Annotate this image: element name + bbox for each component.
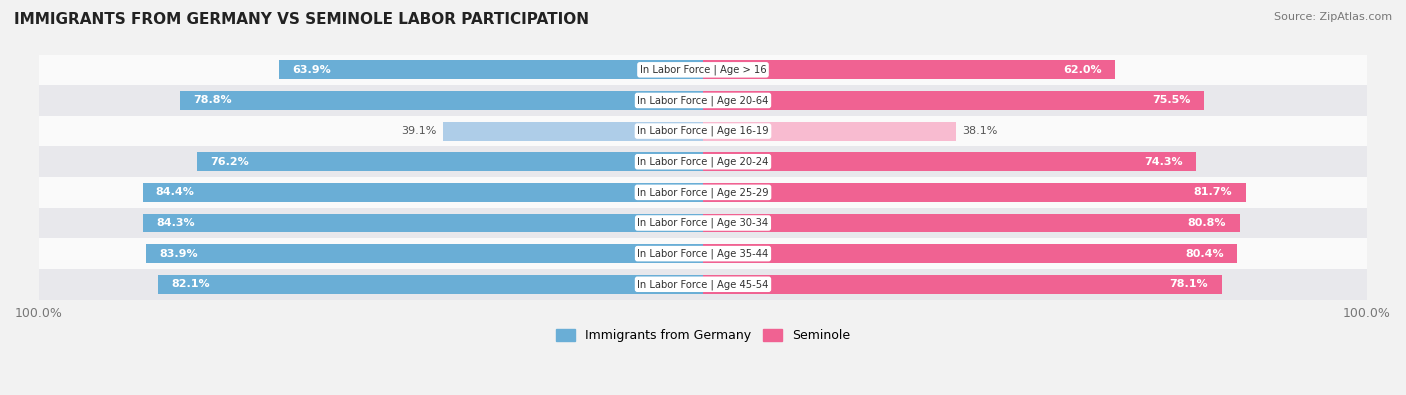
Bar xyxy=(39,177,1367,208)
Bar xyxy=(39,147,1367,177)
Text: Source: ZipAtlas.com: Source: ZipAtlas.com xyxy=(1274,12,1392,22)
Text: 82.1%: 82.1% xyxy=(172,279,209,289)
Bar xyxy=(146,244,703,263)
Text: IMMIGRANTS FROM GERMANY VS SEMINOLE LABOR PARTICIPATION: IMMIGRANTS FROM GERMANY VS SEMINOLE LABO… xyxy=(14,12,589,27)
Text: 62.0%: 62.0% xyxy=(1063,65,1101,75)
Bar xyxy=(39,116,1367,147)
Bar xyxy=(39,85,1367,116)
Text: 78.8%: 78.8% xyxy=(193,96,232,105)
Text: 76.2%: 76.2% xyxy=(211,157,249,167)
Text: 78.1%: 78.1% xyxy=(1170,279,1208,289)
Bar xyxy=(703,183,1246,202)
Text: 80.4%: 80.4% xyxy=(1185,248,1223,259)
Bar xyxy=(157,275,703,294)
Bar xyxy=(443,122,703,141)
Bar xyxy=(703,244,1237,263)
Text: 75.5%: 75.5% xyxy=(1153,96,1191,105)
Bar xyxy=(39,238,1367,269)
Text: 84.4%: 84.4% xyxy=(156,187,194,198)
Bar xyxy=(197,152,703,171)
Text: In Labor Force | Age 30-34: In Labor Force | Age 30-34 xyxy=(637,218,769,228)
Text: 39.1%: 39.1% xyxy=(401,126,437,136)
Bar xyxy=(142,183,703,202)
Text: 81.7%: 81.7% xyxy=(1194,187,1232,198)
Bar xyxy=(39,269,1367,299)
Text: 80.8%: 80.8% xyxy=(1188,218,1226,228)
Bar xyxy=(703,122,956,141)
Text: In Labor Force | Age 16-19: In Labor Force | Age 16-19 xyxy=(637,126,769,136)
Text: In Labor Force | Age 35-44: In Labor Force | Age 35-44 xyxy=(637,248,769,259)
Bar xyxy=(143,214,703,233)
Text: 38.1%: 38.1% xyxy=(963,126,998,136)
Text: In Labor Force | Age 45-54: In Labor Force | Age 45-54 xyxy=(637,279,769,290)
Text: 74.3%: 74.3% xyxy=(1144,157,1182,167)
Text: In Labor Force | Age 25-29: In Labor Force | Age 25-29 xyxy=(637,187,769,198)
Bar xyxy=(703,214,1240,233)
Bar xyxy=(39,55,1367,85)
Text: 83.9%: 83.9% xyxy=(159,248,198,259)
Legend: Immigrants from Germany, Seminole: Immigrants from Germany, Seminole xyxy=(551,324,855,347)
Bar xyxy=(703,152,1197,171)
Bar xyxy=(703,60,1115,79)
Text: In Labor Force | Age 20-24: In Labor Force | Age 20-24 xyxy=(637,156,769,167)
Bar xyxy=(180,91,703,110)
Text: 84.3%: 84.3% xyxy=(156,218,195,228)
Bar xyxy=(278,60,703,79)
Bar xyxy=(703,91,1205,110)
Bar xyxy=(39,208,1367,238)
Text: In Labor Force | Age 20-64: In Labor Force | Age 20-64 xyxy=(637,95,769,106)
Text: 63.9%: 63.9% xyxy=(292,65,330,75)
Text: In Labor Force | Age > 16: In Labor Force | Age > 16 xyxy=(640,64,766,75)
Bar xyxy=(703,275,1222,294)
